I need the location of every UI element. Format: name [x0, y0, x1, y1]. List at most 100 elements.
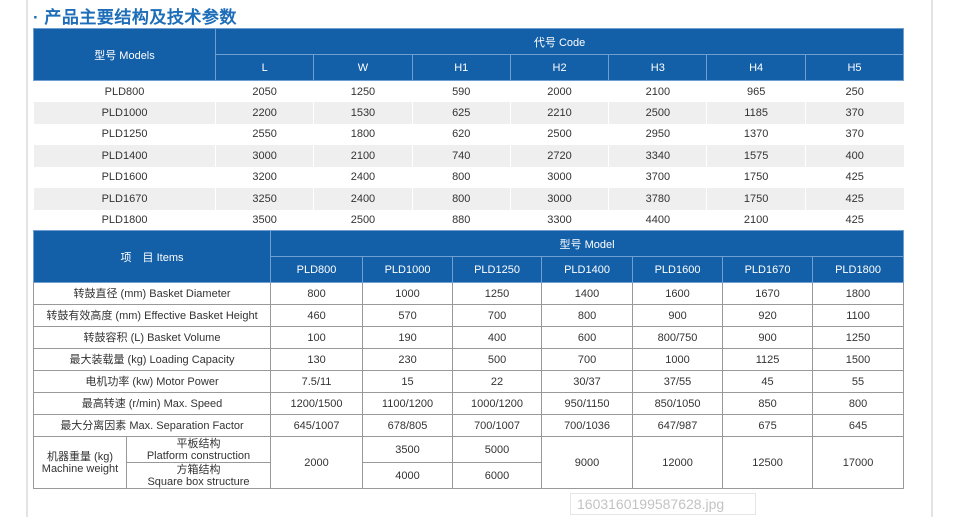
weight-pld1670: 12500: [722, 436, 814, 489]
table-cell: 1100: [812, 304, 905, 327]
weight-pld1400-text: 9000: [574, 456, 600, 469]
table-row: 最大装载量 (kg) Loading Capacity 130 230 500 700 1…: [32, 348, 905, 371]
column-header: H2: [509, 54, 610, 81]
table-cell: 800/750: [632, 326, 724, 349]
table-cell: 500: [452, 348, 543, 371]
weight-pld1400: 9000: [541, 436, 634, 489]
table-cell: 3700: [608, 166, 707, 188]
table-cell: 250: [804, 80, 904, 102]
column-header: PLD1000: [362, 256, 454, 283]
table-cell: 620: [411, 123, 511, 145]
model-cell: PLD1000: [33, 102, 216, 124]
weight-pld1250-platform: 5000: [452, 436, 543, 463]
table-cell: 800: [541, 304, 634, 327]
table-cell: 800: [270, 282, 364, 305]
table-row: PLD1000 2200 1530 625 2210 2500 1185 370: [33, 102, 904, 124]
table-cell: 1750: [706, 166, 806, 188]
item-label: 最高转速 (r/min) Max. Speed: [32, 392, 272, 415]
column-header-row: L W H1 H2 H3 H4 H5: [34, 54, 905, 81]
table-cell: 2500: [313, 209, 413, 231]
items-header: 项 目 Items: [32, 230, 272, 283]
table-cell: 1750: [706, 188, 806, 210]
table-cell: 425: [804, 166, 904, 188]
table-cell: 700/1007: [452, 414, 543, 437]
table-cell: 2500: [509, 123, 609, 145]
dimensions-table: 型号 Models 代号 Code L W H1 H2 H3 H4 H5 PLD800 205…: [33, 28, 905, 231]
table-cell: 645/1007: [270, 414, 364, 437]
table-cell: 370: [804, 123, 904, 145]
table-cell: 1500: [812, 348, 905, 371]
filename-tooltip: 1603160199587628.jpg: [570, 493, 756, 515]
model-header: 型号 Model: [270, 230, 905, 257]
table-row: PLD1670 3250 2400 800 3000 3780 1750 425: [33, 188, 904, 210]
table-cell: 600: [541, 326, 634, 349]
table-cell: 2100: [706, 209, 806, 231]
models-header: 型号 Models: [33, 28, 216, 81]
left-border-line: [26, 0, 28, 517]
table-cell: 920: [722, 304, 814, 327]
table-cell: 3000: [509, 188, 609, 210]
table-cell: 1185: [706, 102, 806, 124]
table-cell: 3780: [608, 188, 707, 210]
table-cell: 700: [541, 348, 634, 371]
table-cell: 1000: [362, 282, 454, 305]
column-header: W: [313, 54, 413, 81]
item-label: 最大装载量 (kg) Loading Capacity: [32, 348, 272, 371]
weight-pld1600: 12000: [632, 436, 724, 489]
table-row: 电机功率 (kw) Motor Power 7.5/11 15 22 30/37 37/5…: [32, 370, 905, 393]
table-cell: 3000: [509, 166, 609, 188]
column-header: H4: [706, 54, 806, 81]
table-cell: 1100/1200: [362, 392, 454, 415]
item-label: 电机功率 (kw) Motor Power: [32, 370, 272, 393]
table-cell: 625: [411, 102, 511, 124]
weight-pld1800: 17000: [812, 436, 905, 489]
table-cell: 7.5/11: [270, 370, 364, 393]
table-cell: 3300: [509, 209, 609, 231]
column-header: H3: [608, 54, 708, 81]
specifications-table: 项 目 Items 型号 Model PLD800 PLD1000 PLD1250 P…: [32, 230, 905, 489]
table-cell: 1000/1200: [452, 392, 543, 415]
table-cell: 1000: [632, 348, 724, 371]
column-header: PLD1250: [452, 256, 543, 283]
table-cell: 22: [452, 370, 543, 393]
table-row: PLD800 2050 1250 590 2000 2100 965 250: [33, 80, 904, 102]
table-cell: 850: [722, 392, 814, 415]
table-cell: 1250: [812, 326, 905, 349]
weight-pld1670-text: 12500: [752, 456, 783, 469]
table-cell: 2550: [214, 123, 314, 145]
table-cell: 30/37: [541, 370, 634, 393]
table-cell: 678/805: [362, 414, 454, 437]
weight-pld1000-box: 4000: [362, 462, 454, 489]
table-cell: 2400: [313, 166, 413, 188]
box-label-text: Square box structure: [147, 475, 250, 488]
table-cell: 645: [812, 414, 905, 437]
table-cell: 2950: [608, 123, 707, 145]
weight-row: 机器重量 (kg) Machine weight 平板结构 Platform cons…: [33, 436, 905, 489]
table-cell: 400: [804, 145, 904, 167]
box-label: 方箱结构 Square box structure: [125, 462, 272, 489]
table-cell: 4400: [608, 209, 707, 231]
table-cell: 900: [632, 304, 724, 327]
model-cell: PLD1250: [33, 123, 216, 145]
model-cell: PLD800: [33, 80, 216, 102]
table-cell: 15: [362, 370, 454, 393]
table-cell: 460: [270, 304, 364, 327]
table-row: 最大分离因素 Max. Separation Factor 645/1007 678…: [32, 414, 905, 437]
table-cell: 425: [804, 188, 904, 210]
item-label: 转鼓容积 (L) Basket Volume: [32, 326, 272, 349]
table-cell: 3340: [608, 145, 707, 167]
table-cell: 1125: [722, 348, 814, 371]
table-cell: 800: [411, 166, 511, 188]
column-header-row: PLD800 PLD1000 PLD1250 PLD1400 PLD1600 PLD167…: [34, 256, 905, 283]
table-cell: 425: [804, 209, 904, 231]
table-row: PLD1800 3500 2500 880 3300 4400 2100 425: [33, 209, 904, 231]
table-cell: 400: [452, 326, 543, 349]
platform-label-text: Platform construction: [146, 449, 251, 462]
column-header: PLD1670: [722, 256, 814, 283]
table-cell: 880: [411, 209, 511, 231]
table-row: PLD1400 3000 2100 740 2720 3340 1575 400: [33, 145, 904, 167]
table-cell: 2050: [214, 80, 314, 102]
table-cell: 2100: [313, 145, 413, 167]
table-cell: 740: [411, 145, 511, 167]
table-cell: 1600: [632, 282, 724, 305]
